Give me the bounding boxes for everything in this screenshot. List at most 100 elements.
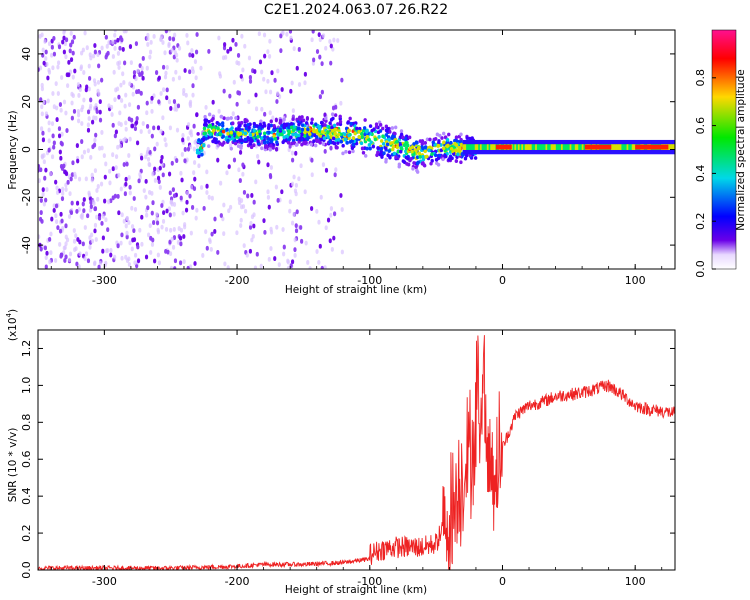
spectrogram-cell bbox=[152, 33, 156, 39]
spectrogram-cell bbox=[379, 146, 384, 151]
spectrogram-cell bbox=[388, 141, 393, 146]
spectrogram-cell bbox=[264, 89, 268, 95]
spectrogram-cell bbox=[104, 34, 108, 40]
spectrogram-cell bbox=[98, 260, 102, 266]
spectrogram-xtick-label: 100 bbox=[625, 274, 646, 287]
spectrogram-cell bbox=[109, 104, 114, 110]
spectrogram-cell bbox=[297, 122, 301, 127]
spectrogram-cell bbox=[353, 131, 357, 136]
spectrogram-cell bbox=[219, 114, 224, 119]
spectrogram-cell bbox=[267, 125, 271, 129]
spectrogram-cell bbox=[98, 99, 102, 105]
spectrogram-cell bbox=[125, 234, 129, 240]
spectrogram-cell bbox=[464, 144, 467, 150]
spectrogram-cell bbox=[127, 153, 131, 158]
spectrogram-cell bbox=[236, 90, 240, 96]
spectrogram-cell bbox=[339, 100, 343, 106]
spectrogram-cell bbox=[71, 93, 75, 99]
spectrogram-cell bbox=[76, 158, 80, 164]
spectrogram-cell bbox=[182, 234, 186, 239]
spectrogram-cell bbox=[268, 38, 272, 44]
spectrogram-cell bbox=[191, 92, 195, 98]
spectrogram-cell bbox=[368, 124, 373, 129]
spectrogram-cell bbox=[442, 140, 446, 145]
spectrogram-cell bbox=[125, 215, 129, 221]
spectrogram-cell bbox=[631, 144, 634, 150]
spectrogram-cell bbox=[80, 121, 84, 126]
spectrogram-cell bbox=[273, 137, 278, 141]
spectrogram-cell bbox=[153, 146, 157, 152]
spectrogram-cell bbox=[350, 146, 355, 151]
spectrogram-cell bbox=[288, 199, 292, 205]
spectrogram-cell bbox=[254, 179, 258, 185]
spectrogram-cell bbox=[447, 132, 451, 137]
spectrogram-cell bbox=[197, 163, 201, 169]
spectrogram-cell bbox=[468, 136, 472, 141]
spectrogram-cell bbox=[221, 129, 226, 134]
snr-ytick-label: 0.2 bbox=[20, 524, 33, 542]
spectrogram-cell bbox=[61, 186, 65, 192]
spectrogram-cell bbox=[167, 30, 172, 33]
spectrogram-cell bbox=[552, 144, 555, 150]
spectrogram-cell bbox=[39, 210, 43, 215]
spectrogram-cell bbox=[292, 174, 296, 180]
spectrogram-cell bbox=[404, 146, 409, 151]
spectrogram-cell bbox=[147, 129, 151, 135]
spectrogram-cell bbox=[54, 179, 58, 185]
spectrogram-cell bbox=[44, 56, 48, 61]
spectrogram-cell bbox=[121, 71, 125, 77]
spectrogram-cell bbox=[297, 82, 302, 87]
spectrogram-cell bbox=[151, 200, 155, 206]
spectrogram-cell bbox=[213, 216, 217, 222]
spectrogram-cell bbox=[193, 176, 197, 182]
spectrogram-cell bbox=[130, 123, 135, 129]
spectrogram-cell bbox=[169, 106, 173, 111]
snr-multiplier-exp: 4 bbox=[5, 312, 13, 317]
spectrogram-cell bbox=[175, 158, 179, 163]
spectrogram-cell bbox=[147, 162, 151, 167]
spectrogram-cell bbox=[120, 98, 124, 103]
spectrogram-cell bbox=[386, 126, 390, 131]
colorbar bbox=[711, 29, 737, 270]
spectrogram-cell bbox=[406, 143, 410, 148]
spectrogram-cell bbox=[71, 74, 75, 80]
spectrogram-cell bbox=[414, 140, 419, 145]
spectrogram-cell bbox=[619, 144, 622, 150]
spectrogram-cell bbox=[127, 116, 131, 122]
spectrogram-cell bbox=[168, 212, 172, 218]
spectrogram-cell bbox=[151, 237, 155, 243]
spectrogram-cell bbox=[207, 49, 211, 54]
spectrogram-cell bbox=[108, 180, 112, 186]
spectrogram-cell bbox=[145, 123, 150, 129]
spectrogram-cell bbox=[329, 212, 333, 218]
spectrogram-cell bbox=[341, 151, 345, 156]
spectrogram-cell bbox=[111, 166, 115, 172]
spectrogram-cell bbox=[173, 106, 177, 112]
spectrogram-cell bbox=[263, 134, 267, 139]
spectrogram-cell bbox=[263, 111, 267, 117]
spectrogram-cell bbox=[218, 132, 222, 137]
spectrogram-cell bbox=[150, 108, 154, 114]
spectrogram-cell bbox=[437, 140, 441, 145]
spectrogram-cell bbox=[628, 144, 631, 150]
spectrogram-cell bbox=[268, 110, 272, 116]
spectrogram-cell bbox=[141, 121, 145, 126]
spectrogram-cell bbox=[266, 189, 270, 195]
spectrogram-cell bbox=[399, 146, 403, 151]
spectrogram-cell bbox=[153, 258, 157, 264]
spectrogram-cell bbox=[148, 54, 152, 60]
spectrogram-cell bbox=[262, 32, 267, 38]
spectrogram-cell bbox=[269, 119, 273, 124]
spectrogram-cell bbox=[237, 60, 241, 66]
spectrogram-cell bbox=[328, 39, 332, 44]
spectrogram-cell bbox=[465, 136, 469, 141]
spectrogram-cell bbox=[303, 80, 307, 86]
spectrogram-cell bbox=[113, 39, 117, 45]
spectrogram-cell bbox=[531, 144, 534, 150]
spectrogram-cell bbox=[80, 139, 84, 144]
spectrogram-cell bbox=[300, 238, 304, 244]
spectrogram-cell bbox=[159, 91, 163, 96]
spectrogram-cell bbox=[241, 204, 246, 209]
spectrogram-cell bbox=[118, 143, 122, 149]
spectrogram-cell bbox=[113, 97, 117, 103]
